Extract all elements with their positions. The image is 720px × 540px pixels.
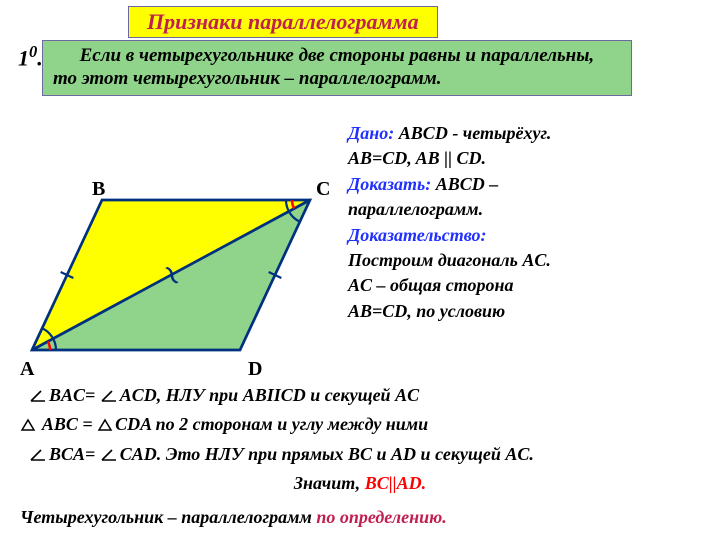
title-text: Признаки параллелограмма bbox=[147, 9, 419, 34]
diagram-svg: ≀ bbox=[10, 180, 350, 380]
vertex-C: C bbox=[316, 178, 330, 201]
theorem-box: 1⁰. Если в четырехугольнике две стороны … bbox=[42, 40, 632, 96]
proof-bottom: BAC= ACD, НЛУ при ABIICD и секущей AC AB… bbox=[20, 378, 700, 534]
title-box: Признаки параллелограмма bbox=[128, 6, 438, 38]
theorem-index: 10. bbox=[18, 42, 43, 71]
proof-right-column: Дано: ABCD - четырёхуг.AB=CD, AB || CD.Д… bbox=[348, 120, 718, 325]
vertex-B: B bbox=[92, 178, 105, 201]
parallelogram-diagram: ≀ A B C D bbox=[10, 180, 350, 380]
theorem-text: Если в четырехугольнике две стороны равн… bbox=[53, 45, 594, 89]
